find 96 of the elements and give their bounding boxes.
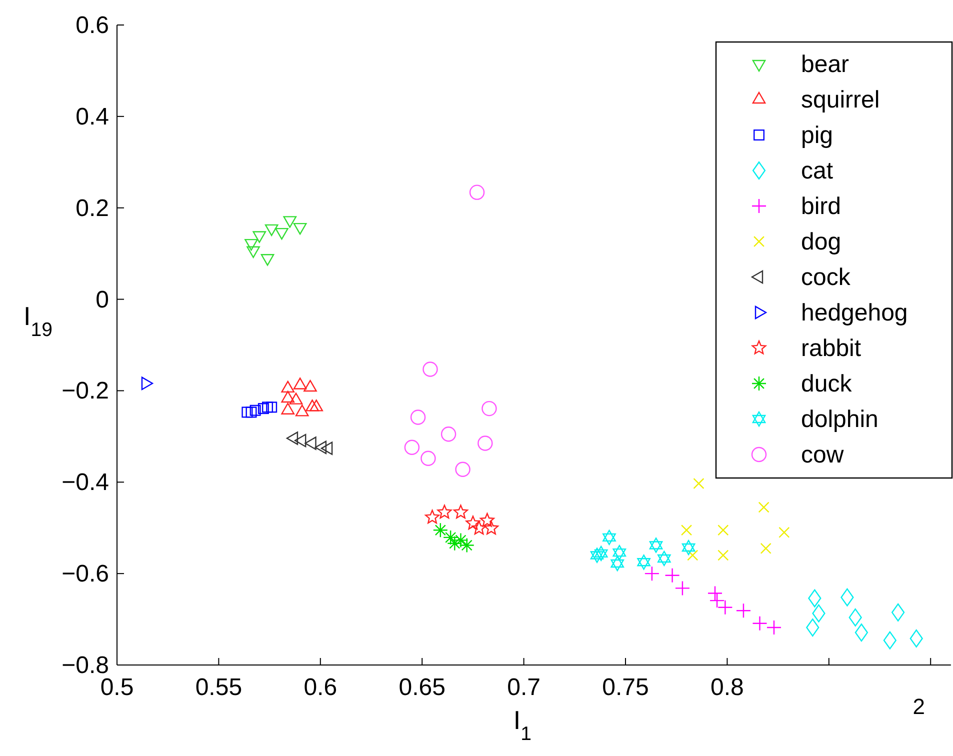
point xyxy=(246,406,257,418)
point xyxy=(466,516,480,530)
point xyxy=(758,502,770,513)
point xyxy=(687,550,698,561)
point xyxy=(910,629,923,648)
x-tick-label: 0.55 xyxy=(195,674,242,701)
point xyxy=(250,404,261,416)
x-tick-label: 0.75 xyxy=(602,674,649,701)
point xyxy=(707,586,723,601)
legend-label: bird xyxy=(801,193,842,220)
point xyxy=(422,362,438,377)
point xyxy=(420,450,436,466)
point xyxy=(469,184,485,200)
point xyxy=(674,580,690,596)
point xyxy=(410,410,426,425)
legend-label: cat xyxy=(801,158,834,184)
point xyxy=(480,512,494,527)
point xyxy=(766,620,782,636)
point xyxy=(246,246,260,258)
point xyxy=(283,216,297,228)
text: 2 xyxy=(912,694,925,719)
point xyxy=(482,400,497,416)
x-tick-label: 0.6 xyxy=(304,674,338,701)
point xyxy=(260,254,274,266)
point xyxy=(244,238,258,251)
y-tick-label: 0.2 xyxy=(76,194,109,222)
point xyxy=(472,520,486,535)
point xyxy=(453,532,468,548)
point xyxy=(437,504,452,519)
point xyxy=(266,402,278,413)
point xyxy=(637,554,650,570)
point xyxy=(404,440,420,455)
y-tick-label: 0.6 xyxy=(76,12,109,39)
legend-label: squirrel xyxy=(801,86,880,114)
y-tick-label: −0.4 xyxy=(62,469,109,496)
point xyxy=(442,530,458,546)
point xyxy=(425,510,440,524)
legend-label: duck xyxy=(801,370,853,398)
point xyxy=(258,403,269,414)
y-tick-label: 0.4 xyxy=(76,103,109,130)
point xyxy=(478,436,493,451)
point xyxy=(649,538,663,553)
point xyxy=(252,231,266,243)
point xyxy=(806,618,820,637)
point xyxy=(664,568,680,583)
point xyxy=(602,530,616,546)
point xyxy=(812,604,826,622)
point xyxy=(612,544,626,560)
legend-label: bear xyxy=(801,51,850,78)
point xyxy=(440,426,456,442)
point xyxy=(718,524,729,536)
point xyxy=(883,631,896,650)
point xyxy=(840,588,854,606)
point xyxy=(459,538,474,553)
point xyxy=(892,603,905,622)
y-tick-label: −0.6 xyxy=(62,560,109,588)
point xyxy=(718,550,729,561)
point xyxy=(808,589,822,608)
point xyxy=(854,624,868,642)
legend-label: cock xyxy=(801,264,852,291)
x-tick-label: 0.8 xyxy=(710,674,744,701)
y-tick-label: 0 xyxy=(96,286,109,314)
legend-label: dog xyxy=(801,228,842,256)
point xyxy=(778,526,790,538)
x-tick-label: 0.65 xyxy=(398,674,446,701)
point xyxy=(682,540,696,556)
point xyxy=(455,462,470,477)
x-tick-label: 0.7 xyxy=(507,674,540,701)
legend-label: cow xyxy=(801,442,844,468)
point xyxy=(293,222,307,235)
point xyxy=(752,616,768,631)
point xyxy=(610,556,624,572)
point xyxy=(736,603,752,618)
point xyxy=(657,550,671,566)
point xyxy=(264,224,278,236)
point xyxy=(680,524,692,536)
point xyxy=(590,548,604,563)
point xyxy=(484,520,499,535)
point xyxy=(848,608,862,626)
point xyxy=(644,566,660,582)
point xyxy=(262,402,274,413)
point xyxy=(453,504,468,519)
legend-label: dolphin xyxy=(801,406,878,433)
point xyxy=(275,228,288,240)
point xyxy=(242,406,253,418)
legend-label: rabbit xyxy=(801,335,862,362)
legend-label: hedgehog xyxy=(801,300,908,326)
point xyxy=(760,542,772,554)
legend-label: pig xyxy=(801,122,834,149)
y-tick-label: −0.2 xyxy=(62,378,109,405)
point xyxy=(693,478,704,490)
point xyxy=(432,522,448,538)
x-axis-title: I$_{1}$ xyxy=(513,705,532,745)
point xyxy=(447,536,462,551)
point xyxy=(594,546,608,562)
y-axis-title: I$_{19}$ xyxy=(24,301,52,341)
